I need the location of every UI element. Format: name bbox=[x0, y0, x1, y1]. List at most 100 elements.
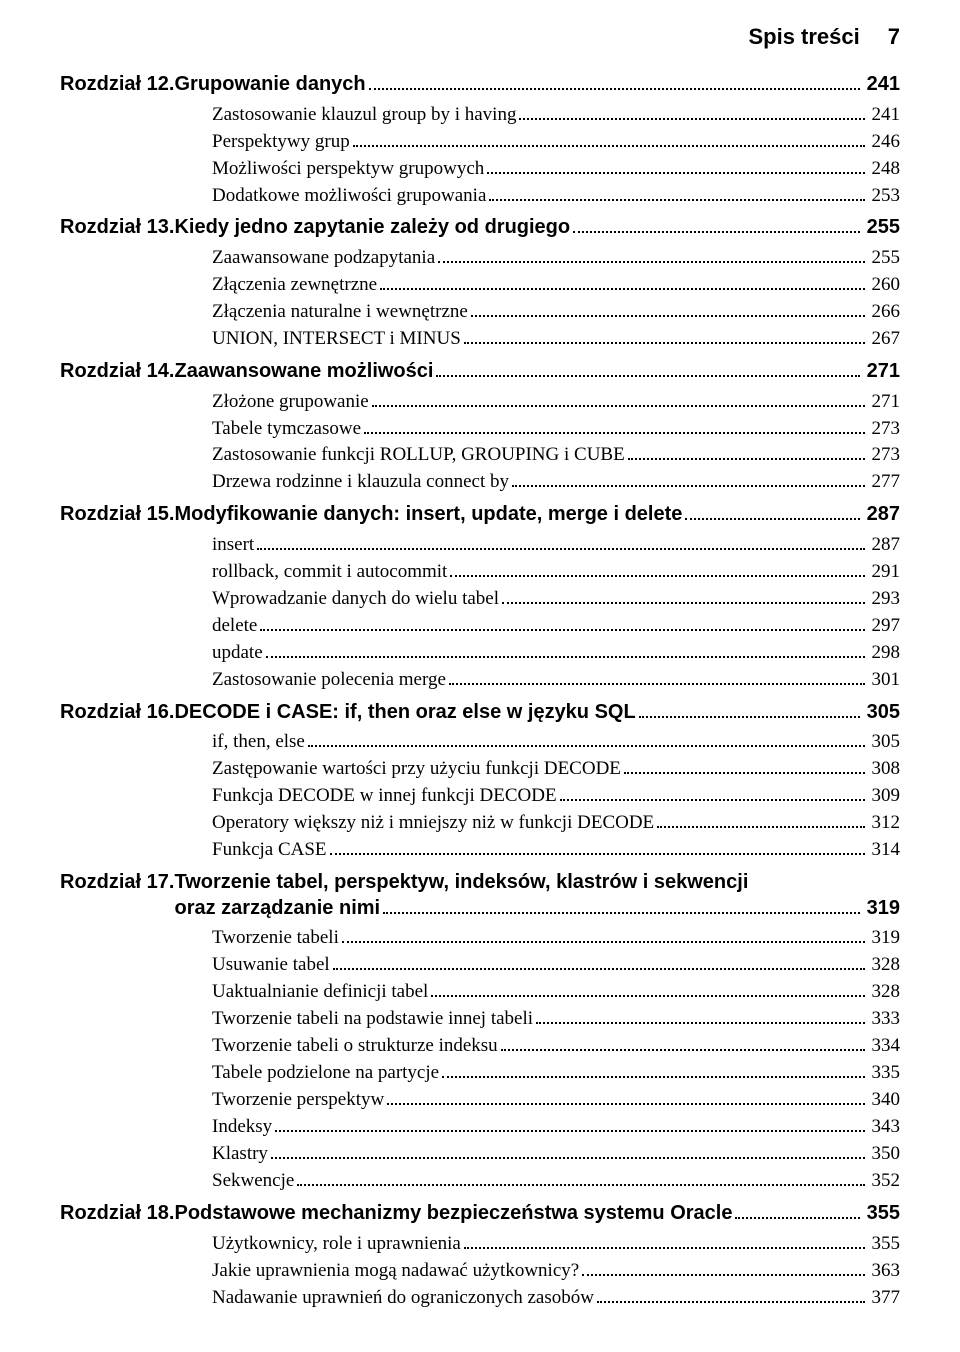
chapter-title-line: Grupowanie danych241 bbox=[174, 72, 900, 98]
chapter-heading: Rozdział 15. Modyfikowanie danych: inser… bbox=[60, 502, 900, 528]
toc-entry: insert287 bbox=[212, 532, 900, 559]
chapter-title-block: Modyfikowanie danych: insert, update, me… bbox=[174, 502, 900, 528]
toc-entry-label: Drzewa rodzinne i klauzula connect by bbox=[212, 469, 509, 496]
toc-entry-page: 246 bbox=[868, 129, 901, 156]
toc-entry: Indeksy343 bbox=[212, 1114, 900, 1141]
leader-dots bbox=[464, 1232, 865, 1248]
chapter-number: Rozdział 18. bbox=[60, 1201, 174, 1227]
chapter-page: 287 bbox=[863, 502, 900, 528]
toc-entry: Klastry350 bbox=[212, 1141, 900, 1168]
toc-entry-page: 309 bbox=[868, 783, 901, 810]
leader-dots bbox=[436, 360, 859, 377]
chapter-title-text: DECODE i CASE: if, then oraz else w języ… bbox=[174, 700, 635, 726]
toc-entry-page: 266 bbox=[868, 299, 901, 326]
leader-dots bbox=[431, 981, 864, 997]
leader-dots bbox=[512, 471, 864, 487]
toc-entry: Drzewa rodzinne i klauzula connect by277 bbox=[212, 469, 900, 496]
chapter-title-block: DECODE i CASE: if, then oraz else w języ… bbox=[174, 700, 900, 726]
toc-entry: Sekwencje352 bbox=[212, 1168, 900, 1195]
toc-entry-page: 319 bbox=[868, 925, 901, 952]
leader-dots bbox=[657, 812, 864, 828]
leader-dots bbox=[639, 701, 860, 718]
toc-entry-label: Złączenia zewnętrzne bbox=[212, 272, 377, 299]
leader-dots bbox=[597, 1286, 865, 1302]
leader-dots bbox=[383, 897, 860, 914]
toc-entry: Złączenia zewnętrzne 260 bbox=[212, 272, 900, 299]
toc-entry-page: 271 bbox=[868, 389, 901, 416]
chapter-number: Rozdział 17. bbox=[60, 870, 174, 896]
leader-dots bbox=[297, 1170, 864, 1186]
leader-dots bbox=[487, 157, 864, 173]
toc-entry-page: 350 bbox=[868, 1141, 901, 1168]
toc-entry-label: Użytkownicy, role i uprawnienia bbox=[212, 1231, 461, 1258]
toc-entry-page: 297 bbox=[868, 613, 901, 640]
header-page-number: 7 bbox=[888, 24, 900, 50]
leader-dots bbox=[502, 588, 865, 604]
leader-dots bbox=[449, 669, 865, 685]
leader-dots bbox=[735, 1202, 859, 1219]
leader-dots bbox=[380, 274, 864, 290]
leader-dots bbox=[260, 615, 864, 631]
leader-dots bbox=[271, 1143, 865, 1159]
toc-entry: Uaktualnianie definicji tabel328 bbox=[212, 979, 900, 1006]
toc-entry-label: Operatory większy niż i mniejszy niż w f… bbox=[212, 810, 654, 837]
chapter-title-text: Kiedy jedno zapytanie zależy od drugiego bbox=[174, 215, 570, 241]
toc-entry: Tworzenie tabeli319 bbox=[212, 925, 900, 952]
chapter-page: 319 bbox=[863, 896, 900, 922]
toc-entry-label: Tworzenie tabeli o strukturze indeksu bbox=[212, 1033, 498, 1060]
chapter-heading: Rozdział 16. DECODE i CASE: if, then ora… bbox=[60, 700, 900, 726]
chapter: Rozdział 15. Modyfikowanie danych: inser… bbox=[60, 502, 900, 693]
chapter-title-line: Zaawansowane możliwości271 bbox=[174, 359, 900, 385]
toc-entry-label: Złożone grupowanie bbox=[212, 389, 369, 416]
toc-entry-page: 343 bbox=[868, 1114, 901, 1141]
chapter-title-line: Kiedy jedno zapytanie zależy od drugiego… bbox=[174, 215, 900, 241]
chapter-number: Rozdział 16. bbox=[60, 700, 174, 726]
toc-entry: delete297 bbox=[212, 613, 900, 640]
leader-dots bbox=[685, 503, 859, 520]
toc-entry-page: 328 bbox=[868, 952, 901, 979]
leader-dots bbox=[519, 103, 864, 119]
chapter-heading: Rozdział 12. Grupowanie danych241 bbox=[60, 72, 900, 98]
toc-entry: Tworzenie perspektyw340 bbox=[212, 1087, 900, 1114]
toc-entry-page: 352 bbox=[868, 1168, 901, 1195]
toc-entry: Wprowadzanie danych do wielu tabel293 bbox=[212, 586, 900, 613]
sub-list: Tworzenie tabeli319Usuwanie tabel328Uakt… bbox=[60, 925, 900, 1195]
chapter-title-text: Modyfikowanie danych: insert, update, me… bbox=[174, 502, 682, 528]
toc-entry-page: 255 bbox=[868, 245, 901, 272]
toc-entry: Zastępowanie wartości przy użyciu funkcj… bbox=[212, 756, 900, 783]
toc-entry: Funkcja CASE314 bbox=[212, 837, 900, 864]
toc-entry-label: Złączenia naturalne i wewnętrzne bbox=[212, 299, 468, 326]
toc-entry-page: 335 bbox=[868, 1060, 901, 1087]
toc-entry: Złączenia naturalne i wewnętrzne 266 bbox=[212, 299, 900, 326]
toc-entry-label: Zaawansowane podzapytania bbox=[212, 245, 435, 272]
toc-entry-page: 340 bbox=[868, 1087, 901, 1114]
toc-entry: Zastosowanie funkcji ROLLUP, GROUPING i … bbox=[212, 442, 900, 469]
toc-entry: Użytkownicy, role i uprawnienia355 bbox=[212, 1231, 900, 1258]
chapter-number: Rozdział 12. bbox=[60, 72, 174, 98]
toc-entry-page: 260 bbox=[868, 272, 901, 299]
leader-dots bbox=[364, 417, 864, 433]
chapter-heading: Rozdział 17. Tworzenie tabel, perspektyw… bbox=[60, 870, 900, 921]
leader-dots bbox=[442, 1062, 864, 1078]
leader-dots bbox=[573, 216, 860, 233]
chapter-title-text: Zaawansowane możliwości bbox=[174, 359, 433, 385]
leader-dots bbox=[372, 390, 865, 406]
toc-entry-page: 314 bbox=[868, 837, 901, 864]
header-title: Spis treści bbox=[748, 24, 859, 50]
toc-entry-label: Tabele tymczasowe bbox=[212, 416, 361, 443]
toc-entry-label: if, then, else bbox=[212, 729, 305, 756]
leader-dots bbox=[628, 444, 865, 460]
chapter-title-text: Grupowanie danych bbox=[174, 72, 365, 98]
chapter-title-text: Tworzenie tabel, perspektyw, indeksów, k… bbox=[174, 870, 748, 896]
toc-entry-page: 291 bbox=[868, 559, 901, 586]
toc-entry: Jakie uprawnienia mogą nadawać użytkowni… bbox=[212, 1258, 900, 1285]
chapter: Rozdział 16. DECODE i CASE: if, then ora… bbox=[60, 700, 900, 864]
toc-entry: Tworzenie tabeli na podstawie innej tabe… bbox=[212, 1006, 900, 1033]
toc-entry-label: Zastępowanie wartości przy użyciu funkcj… bbox=[212, 756, 621, 783]
toc-entry-page: 273 bbox=[868, 442, 901, 469]
toc-entry-label: Tworzenie tabeli na podstawie innej tabe… bbox=[212, 1006, 533, 1033]
toc-entry-page: 293 bbox=[868, 586, 901, 613]
toc-entry: update298 bbox=[212, 640, 900, 667]
toc-entry-label: Uaktualnianie definicji tabel bbox=[212, 979, 428, 1006]
toc-entry: Możliwości perspektyw grupowych248 bbox=[212, 156, 900, 183]
